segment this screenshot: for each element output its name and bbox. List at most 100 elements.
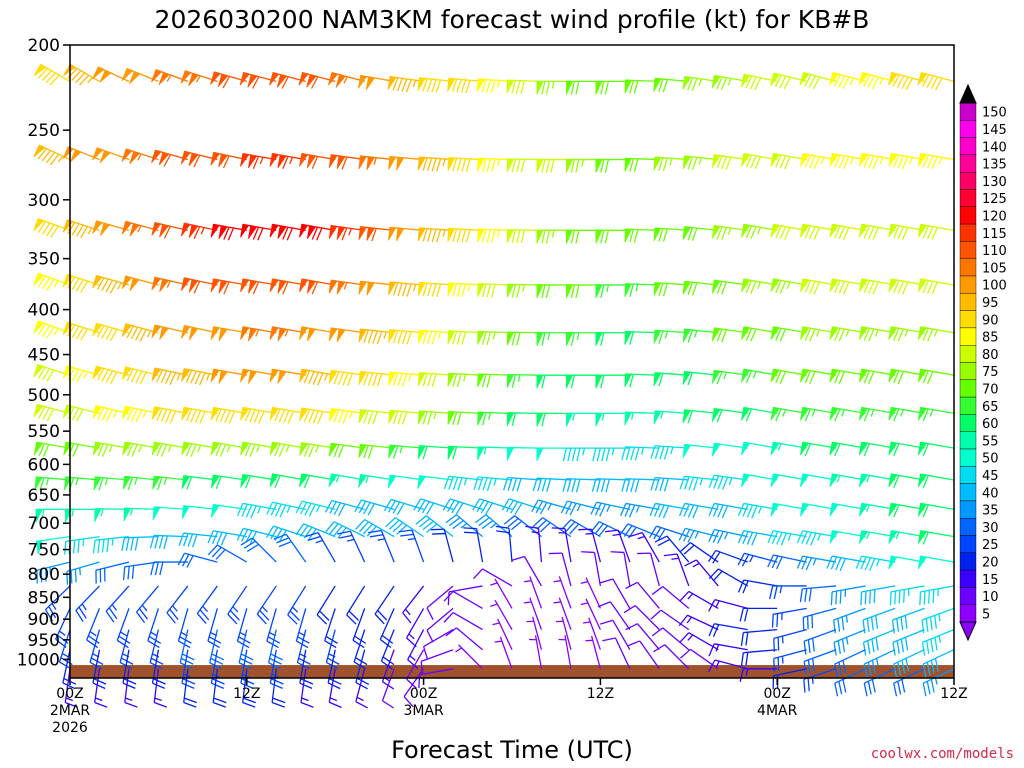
wind-barb-220-22 [357,74,395,90]
colorbar-label-35: 35 [982,504,999,519]
wind-barb-825-30 [472,568,513,587]
colorbar-swatch-140 [959,137,977,156]
colorbar-swatch-20 [959,552,977,571]
colorbar-label-10: 10 [982,590,999,605]
wind-barb-525-34 [536,412,571,427]
wind-barb-875-34 [553,576,572,609]
colorbar-max-arrow [959,83,977,104]
wind-barb-475-26 [417,372,454,387]
colorbar-swatch-15 [959,569,977,588]
colorbar-label-90: 90 [982,313,999,328]
wind-barb-325-18 [299,223,336,241]
wind-barb-475-60 [917,368,955,384]
wind-barb-475-30 [477,373,513,388]
wind-barb-575-56 [858,441,896,457]
wind-barb-825-8 [166,585,189,624]
wind-barb-825-28 [447,585,483,606]
wind-barb-625-24 [387,474,424,489]
wind-barb-220-2 [63,63,100,86]
wind-barb-875-50 [771,607,807,628]
colorbar-label-70: 70 [982,382,999,397]
wind-barb-475-18 [299,368,336,386]
wind-barb-375-48 [741,278,778,294]
wind-barb-675-48 [737,502,778,519]
wind-barb-425-8 [151,324,189,340]
wind-barb-625-0 [34,476,71,491]
wind-barb-475-20 [328,369,365,387]
wind-barb-475-42 [653,372,689,387]
wind-barb-975-32 [526,616,543,650]
wind-barb-325-14 [240,223,277,241]
credit-link[interactable]: coolwx.com/models [871,746,1014,762]
wind-barb-525-22 [358,409,395,425]
wind-barb-875-26 [426,607,454,643]
wind-barb-475-6 [121,366,159,385]
wind-barb-775-18 [305,532,336,563]
wind-barb-825-2 [75,585,100,622]
wind-barb-575-20 [328,442,365,458]
wind-barb-475-22 [358,370,395,387]
wind-barb-375-26 [417,281,454,298]
wind-barb-475-38 [595,374,630,389]
y-tick-label-600: 600 [28,455,60,475]
wind-barb-675-24 [383,498,424,516]
wind-barb-270-20 [328,154,365,170]
wind-barb-270-56 [858,153,896,170]
wind-barb-525-0 [33,403,71,422]
wind-barb-925-60 [921,629,955,656]
colorbar-swatch-25 [959,535,977,553]
wind-barb-725-60 [917,530,955,545]
wind-barb-625-12 [210,474,247,490]
wind-barb-325-22 [358,226,395,242]
wind-barb-925-46 [708,623,748,638]
wind-barb-825-18 [316,585,336,625]
wind-barb-775-52 [796,555,837,571]
wind-barb-375-42 [653,281,689,297]
wind-barb-220-18 [298,71,336,89]
wind-barb-725-48 [737,530,778,546]
wind-barb-775-10 [177,552,218,568]
wind-barb-875-52 [802,607,837,631]
wind-barb-425-40 [624,330,660,345]
wind-barb-325-16 [269,223,306,241]
wind-barb-625-36 [562,478,601,493]
wind-barb-925-14 [267,629,283,670]
wind-barb-625-54 [829,473,866,488]
wind-barb-775-30 [495,525,513,563]
wind-barb-875-58 [891,607,925,634]
wind-barb-375-34 [536,284,571,299]
wind-barb-425-58 [888,326,925,342]
wind-barb-425-56 [858,326,896,342]
wind-barb-375-32 [506,283,542,298]
wind-barb-825-12 [227,585,248,625]
wind-barb-625-38 [591,478,630,493]
wind-barb-675-10 [181,505,218,519]
wind-barb-675-42 [649,502,689,519]
wind-barb-625-8 [152,475,188,491]
wind-barb-525-10 [181,406,218,424]
wind-barb-575-48 [741,441,778,456]
colorbar-swatch-35 [959,500,977,519]
wind-barb-525-24 [388,409,424,425]
wind-barb-220-56 [858,71,896,90]
wind-barb-625-14 [240,473,277,489]
colorbar-swatch-105 [959,258,977,277]
wind-barb-675-26 [413,498,454,515]
wind-barb-775-58 [888,555,925,570]
wind-barb-220-36 [566,80,601,95]
wind-barb-625-16 [269,473,306,488]
wind-barb-975-34 [555,616,572,650]
wind-barb-220-8 [151,69,189,85]
wind-barb-375-50 [770,278,807,294]
wind-barb-525-40 [624,411,660,426]
wind-barb-475-40 [624,373,660,388]
wind-barb-875-36 [580,577,601,609]
wind-barb-575-54 [829,441,866,457]
wind-barb-220-38 [595,80,630,95]
wind-barb-875-56 [862,607,896,634]
colorbar-label-5: 5 [982,607,990,622]
colorbar-swatch-145 [959,120,977,138]
wind-barb-1025-26 [418,668,454,689]
